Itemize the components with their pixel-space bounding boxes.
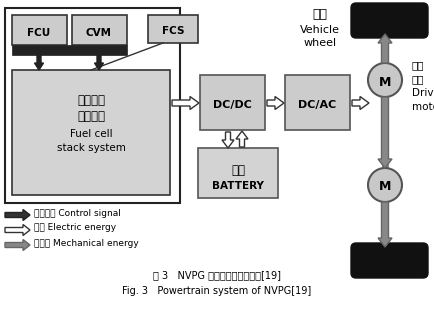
FancyBboxPatch shape [350, 243, 427, 278]
Text: motor: motor [411, 102, 434, 112]
Text: wheel: wheel [303, 38, 336, 48]
FancyArrow shape [377, 97, 391, 168]
Bar [12, 15, 67, 45]
Text: FCS: FCS [161, 26, 184, 36]
Text: 电能 Electric energy: 电能 Electric energy [34, 224, 116, 232]
Bar [200, 75, 264, 130]
Bar [148, 15, 197, 43]
Bar [12, 45, 127, 55]
Text: CVM: CVM [86, 28, 112, 38]
Text: 图 3   NVPG 的动力传动系统方案[19]: 图 3 NVPG 的动力传动系统方案[19] [153, 270, 280, 280]
FancyArrow shape [236, 131, 247, 147]
Text: 驱动: 驱动 [411, 60, 424, 70]
FancyArrow shape [377, 202, 391, 247]
Text: DC/DC: DC/DC [212, 100, 251, 110]
FancyArrow shape [94, 55, 103, 70]
Text: BATTERY: BATTERY [212, 181, 263, 191]
Text: 燃料电池: 燃料电池 [77, 94, 105, 107]
FancyArrow shape [377, 34, 391, 63]
FancyArrow shape [171, 96, 198, 109]
FancyArrow shape [34, 55, 43, 70]
Text: 电堆系统: 电堆系统 [77, 109, 105, 122]
Text: M: M [378, 76, 390, 88]
FancyBboxPatch shape [350, 3, 427, 38]
Text: 电池: 电池 [230, 163, 244, 176]
Text: FCU: FCU [27, 28, 50, 38]
Circle shape [367, 168, 401, 202]
FancyArrow shape [351, 96, 368, 109]
Text: 电机: 电机 [411, 74, 424, 84]
FancyArrow shape [5, 240, 30, 250]
Text: Fig. 3   Powertrain system of NVPG[19]: Fig. 3 Powertrain system of NVPG[19] [122, 286, 311, 296]
Text: stack system: stack system [56, 143, 125, 153]
FancyArrow shape [221, 132, 233, 148]
Bar [12, 70, 170, 195]
Bar [72, 15, 127, 45]
Circle shape [367, 63, 401, 97]
Text: 车轮: 车轮 [312, 8, 327, 21]
Text: Drive: Drive [411, 88, 434, 98]
Text: Fuel cell: Fuel cell [69, 129, 112, 139]
Text: M: M [378, 180, 390, 193]
Text: 机械能 Mechanical energy: 机械能 Mechanical energy [34, 238, 138, 247]
FancyArrow shape [5, 224, 30, 236]
Text: DC/AC: DC/AC [297, 100, 335, 110]
Bar [284, 75, 349, 130]
FancyArrow shape [266, 96, 283, 109]
Text: Vehicle: Vehicle [299, 25, 339, 35]
Bar [197, 148, 277, 198]
Text: 控制信号 Control signal: 控制信号 Control signal [34, 209, 121, 218]
FancyArrow shape [5, 210, 30, 220]
Bar [5, 8, 180, 203]
